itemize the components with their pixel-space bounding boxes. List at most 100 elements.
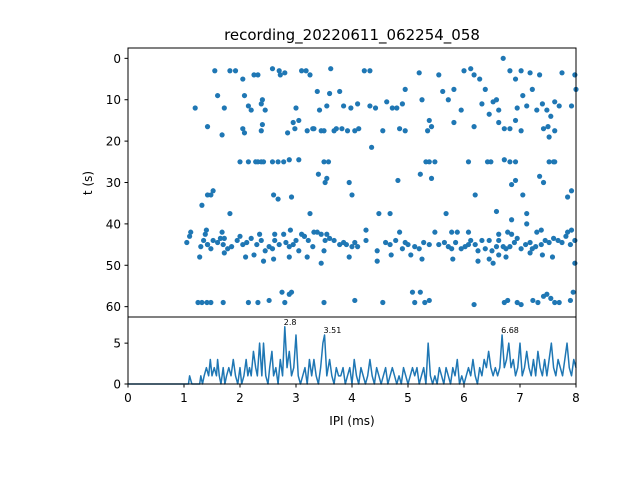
raster-point [451, 86, 457, 92]
bottom-axis-ticks: 0 1 2 3 4 5 6 7 8 0 5 [113, 337, 579, 405]
raster-point [293, 237, 299, 244]
raster-point [472, 192, 478, 198]
raster-point [546, 239, 552, 246]
raster-point [548, 295, 554, 301]
raster-point [244, 239, 250, 246]
raster-point [286, 254, 292, 260]
raster-point [327, 90, 333, 97]
raster-point [288, 289, 295, 295]
raster-point [475, 258, 481, 264]
raster-point [245, 159, 251, 165]
raster-point [210, 188, 216, 194]
x-tick-label: 5 [404, 391, 412, 405]
raster-point [512, 76, 519, 82]
raster-point [201, 237, 207, 244]
raster-point [225, 246, 231, 252]
raster-point [544, 291, 550, 297]
raster-point [290, 119, 296, 126]
raster-point [208, 246, 214, 252]
raster-point [221, 250, 227, 256]
raster-point [262, 107, 268, 113]
raster-point [184, 239, 190, 246]
raster-point [524, 210, 530, 217]
raster-point [272, 231, 278, 237]
raster-point [337, 88, 343, 95]
raster-point [188, 229, 194, 235]
raster-point [490, 260, 496, 266]
raster-point [281, 159, 287, 165]
raster-point [262, 248, 268, 254]
raster-point [496, 252, 502, 258]
raster-point [316, 107, 323, 113]
raster-point [534, 229, 540, 235]
raster-point [551, 235, 557, 241]
raster-point [356, 126, 362, 132]
raster-point [202, 231, 208, 237]
raster-point [285, 130, 291, 136]
raster-point [204, 124, 211, 130]
raster-point [215, 239, 221, 246]
raster-point [572, 72, 578, 78]
raster-point [258, 101, 264, 107]
raster-point [568, 188, 575, 194]
raster-point [453, 239, 459, 246]
raster-point [486, 237, 492, 244]
raster-point [215, 92, 221, 99]
raster-point [217, 235, 223, 241]
raster-point [468, 66, 474, 72]
raster-point [237, 233, 243, 239]
raster-point [539, 101, 546, 107]
raster-point [503, 254, 509, 260]
raster-point [286, 157, 292, 163]
raster-point [307, 210, 313, 217]
raster-point [346, 179, 352, 186]
raster-point [318, 128, 324, 134]
raster-point [318, 231, 324, 237]
raster-point [348, 105, 354, 111]
raster-point [322, 237, 328, 244]
raster-point [221, 105, 227, 111]
peak-annotations: 2.8 3.51 6.68 [284, 318, 519, 335]
raster-point [258, 128, 264, 134]
raster-point [471, 301, 477, 308]
raster-point [331, 128, 337, 134]
raster-point [399, 101, 405, 107]
raster-point [369, 144, 375, 150]
raster-point [559, 239, 565, 246]
raster-point [419, 97, 425, 103]
raster-point [549, 254, 556, 260]
raster-point [538, 227, 544, 233]
raster-point [282, 70, 288, 76]
raster-point [349, 192, 355, 198]
raster-point [389, 105, 395, 111]
raster-point [520, 92, 526, 99]
raster-point [496, 237, 502, 244]
raster-point [339, 126, 345, 132]
raster-point [524, 221, 530, 227]
raster-point [527, 250, 533, 256]
raster-point [535, 299, 541, 306]
raster-point [219, 132, 225, 138]
chart-title: recording_20220611_062254_058 [224, 26, 480, 45]
raster-point [303, 68, 309, 74]
x-tick-label: 8 [572, 391, 580, 405]
raster-point [315, 171, 321, 177]
raster-point [346, 254, 352, 260]
raster-point [552, 99, 558, 105]
raster-point [552, 159, 558, 165]
raster-point [271, 256, 277, 262]
raster-point [533, 244, 539, 250]
raster-point [197, 254, 203, 260]
raster-point [568, 103, 575, 109]
raster-point [530, 297, 536, 304]
raster-point [221, 235, 227, 241]
raster-point [374, 258, 380, 264]
raster-point [337, 241, 343, 248]
top-y-tick-label: 50 [106, 259, 121, 273]
raster-point [208, 192, 214, 198]
raster-point [204, 299, 210, 306]
raster-point [208, 299, 214, 306]
raster-point [548, 113, 554, 119]
raster-point [227, 68, 233, 74]
raster-point [203, 227, 209, 233]
